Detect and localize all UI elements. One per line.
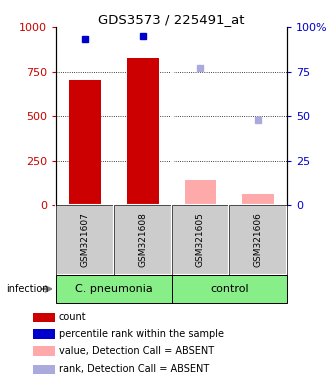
Bar [229,205,287,275]
Bar [172,275,287,303]
Text: infection: infection [7,284,49,294]
Title: GDS3573 / 225491_at: GDS3573 / 225491_at [98,13,245,26]
Text: GSM321608: GSM321608 [138,213,147,267]
Bar [69,81,101,205]
Bar [33,346,55,356]
Bar [56,205,114,275]
Bar [172,205,229,275]
Bar [33,329,55,339]
Text: rank, Detection Call = ABSENT: rank, Detection Call = ABSENT [59,364,209,374]
Bar [229,205,287,275]
Bar [184,180,216,205]
Bar [114,205,172,275]
Text: value, Detection Call = ABSENT: value, Detection Call = ABSENT [59,346,214,356]
Bar [242,194,274,205]
Text: GSM321605: GSM321605 [196,213,205,267]
Bar [127,58,159,205]
Bar [56,205,114,275]
Bar [172,205,229,275]
Text: count: count [59,312,86,322]
Text: GSM321606: GSM321606 [254,213,263,267]
Bar [33,313,55,322]
Bar [114,205,172,275]
Bar [56,275,172,303]
Text: C. pneumonia: C. pneumonia [75,284,153,294]
Text: percentile rank within the sample: percentile rank within the sample [59,329,224,339]
Text: control: control [210,284,249,294]
Bar [33,365,55,374]
Text: GSM321607: GSM321607 [81,213,89,267]
